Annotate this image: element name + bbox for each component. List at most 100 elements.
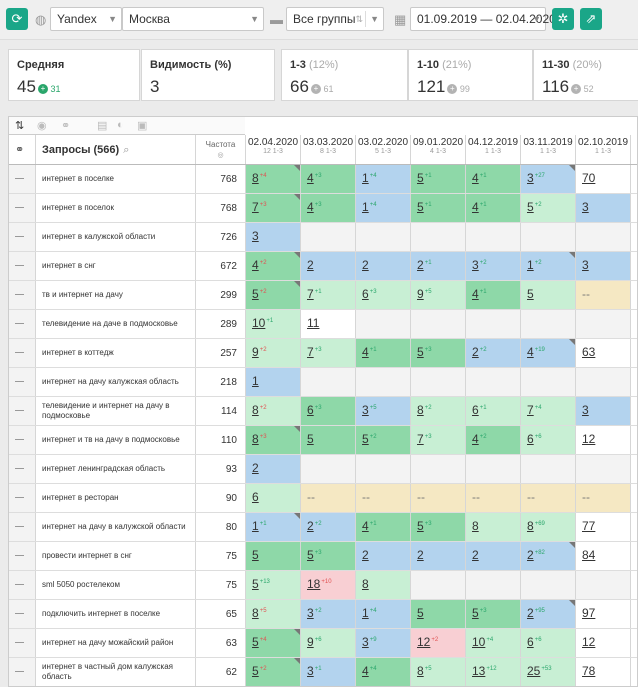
- row-drag-handle[interactable]: [9, 600, 36, 628]
- position-cell[interactable]: 5+1: [411, 165, 466, 193]
- position-cell[interactable]: 4+1: [466, 165, 521, 193]
- row-drag-handle[interactable]: [9, 658, 36, 686]
- date-range-select[interactable]: 01.09.2019 — 02.04.2020 ▼: [410, 7, 556, 31]
- date-column-header[interactable]: 02.04.2020 12 1-3: [246, 135, 301, 164]
- position-cell[interactable]: 2: [301, 252, 356, 280]
- position-cell[interactable]: 8: [356, 571, 411, 599]
- position-cell[interactable]: 1+2: [521, 252, 576, 280]
- position-cell[interactable]: 9+2: [246, 339, 301, 367]
- position-cell[interactable]: 8: [466, 513, 521, 541]
- position-cell[interactable]: 4+2: [466, 426, 521, 454]
- position-cell[interactable]: 5+2: [246, 281, 301, 309]
- position-cell[interactable]: 9+5: [411, 281, 466, 309]
- contrast-icon[interactable]: ◐: [117, 119, 124, 131]
- date-column-header[interactable]: 02.10.2019 1 1-3: [576, 135, 631, 164]
- position-cell[interactable]: 8+3: [246, 426, 301, 454]
- row-drag-handle[interactable]: [9, 223, 36, 251]
- position-cell[interactable]: 6+6: [521, 629, 576, 657]
- position-cell[interactable]: 1+1: [246, 513, 301, 541]
- position-cell[interactable]: 2: [356, 252, 411, 280]
- queries-header[interactable]: Запросы (566) ⌕: [36, 135, 196, 164]
- row-drag-handle[interactable]: [9, 281, 36, 309]
- position-cell[interactable]: 2+95: [521, 600, 576, 628]
- position-cell[interactable]: 2: [466, 542, 521, 570]
- position-cell[interactable]: 6+3: [301, 397, 356, 425]
- position-cell[interactable]: 77: [576, 513, 631, 541]
- position-cell[interactable]: 5+3: [411, 513, 466, 541]
- frequency-header[interactable]: Частота ◎: [196, 135, 246, 164]
- position-cell[interactable]: 5: [411, 600, 466, 628]
- position-cell[interactable]: 1+4: [356, 600, 411, 628]
- row-drag-handle[interactable]: [9, 368, 36, 396]
- region-select[interactable]: Москва ▼: [122, 7, 264, 31]
- position-cell[interactable]: 1+4: [356, 165, 411, 193]
- position-cell[interactable]: 3+2: [301, 600, 356, 628]
- position-cell[interactable]: 1+4: [356, 194, 411, 222]
- settings-button[interactable]: ✲: [552, 8, 574, 30]
- position-cell[interactable]: 5: [246, 542, 301, 570]
- position-cell[interactable]: 7+3: [411, 426, 466, 454]
- position-cell[interactable]: 4+1: [356, 513, 411, 541]
- link-icon[interactable]: ⚭: [15, 144, 25, 156]
- row-drag-handle[interactable]: [9, 194, 36, 222]
- row-drag-handle[interactable]: [9, 571, 36, 599]
- toggle-icon[interactable]: ◉: [37, 120, 47, 132]
- position-cell[interactable]: 4+2: [246, 252, 301, 280]
- refresh-button[interactable]: ⟳: [6, 8, 28, 30]
- position-cell[interactable]: 6+1: [466, 397, 521, 425]
- position-cell[interactable]: 2+82: [521, 542, 576, 570]
- position-cell[interactable]: 5+4: [246, 629, 301, 657]
- position-cell[interactable]: 3: [246, 223, 301, 251]
- position-cell[interactable]: 8+69: [521, 513, 576, 541]
- row-drag-handle[interactable]: [9, 629, 36, 657]
- position-cell[interactable]: 2: [246, 455, 301, 483]
- position-cell[interactable]: 6+3: [356, 281, 411, 309]
- position-cell[interactable]: 4+4: [356, 658, 411, 686]
- position-cell[interactable]: 3+5: [356, 397, 411, 425]
- row-drag-handle[interactable]: [9, 484, 36, 512]
- position-cell[interactable]: 12: [576, 629, 631, 657]
- position-cell[interactable]: 5+3: [466, 600, 521, 628]
- position-cell[interactable]: 4+3: [301, 165, 356, 193]
- position-cell[interactable]: 2: [356, 542, 411, 570]
- row-drag-handle[interactable]: [9, 455, 36, 483]
- position-cell[interactable]: 5+3: [411, 339, 466, 367]
- position-cell[interactable]: 4+1: [356, 339, 411, 367]
- position-cell[interactable]: 12: [576, 426, 631, 454]
- date-column-header[interactable]: 03.03.2020 8 1-3: [301, 135, 356, 164]
- position-cell[interactable]: 3+2: [466, 252, 521, 280]
- position-cell[interactable]: 5+1: [411, 194, 466, 222]
- position-cell[interactable]: 10+4: [466, 629, 521, 657]
- position-cell[interactable]: 2+1: [411, 252, 466, 280]
- row-drag-handle[interactable]: [9, 397, 36, 425]
- position-cell[interactable]: 3+1: [301, 658, 356, 686]
- position-cell[interactable]: 13+12: [466, 658, 521, 686]
- row-drag-handle[interactable]: [9, 542, 36, 570]
- position-cell[interactable]: 8+2: [246, 397, 301, 425]
- position-cell[interactable]: 5+3: [301, 542, 356, 570]
- position-cell[interactable]: 63: [576, 339, 631, 367]
- position-cell[interactable]: 2: [411, 542, 466, 570]
- position-cell[interactable]: 5+2: [356, 426, 411, 454]
- position-cell[interactable]: 4+1: [466, 194, 521, 222]
- position-cell[interactable]: 7+3: [246, 194, 301, 222]
- position-cell[interactable]: 97: [576, 600, 631, 628]
- position-cell[interactable]: 3+27: [521, 165, 576, 193]
- position-cell[interactable]: 5: [521, 281, 576, 309]
- position-cell[interactable]: 9+6: [301, 629, 356, 657]
- row-drag-handle[interactable]: [9, 165, 36, 193]
- position-cell[interactable]: 3+9: [356, 629, 411, 657]
- row-drag-handle[interactable]: [9, 339, 36, 367]
- row-drag-handle[interactable]: [9, 310, 36, 338]
- position-cell[interactable]: 8+5: [411, 658, 466, 686]
- position-cell[interactable]: 18+10: [301, 571, 356, 599]
- position-cell[interactable]: 2+2: [466, 339, 521, 367]
- position-cell[interactable]: 5+13: [246, 571, 301, 599]
- position-cell[interactable]: 5: [301, 426, 356, 454]
- position-cell[interactable]: 6: [246, 484, 301, 512]
- position-cell[interactable]: 5+2: [246, 658, 301, 686]
- position-cell[interactable]: 3: [576, 397, 631, 425]
- position-cell[interactable]: 8+2: [411, 397, 466, 425]
- search-icon[interactable]: ⌕: [123, 143, 130, 156]
- position-cell[interactable]: 5+2: [521, 194, 576, 222]
